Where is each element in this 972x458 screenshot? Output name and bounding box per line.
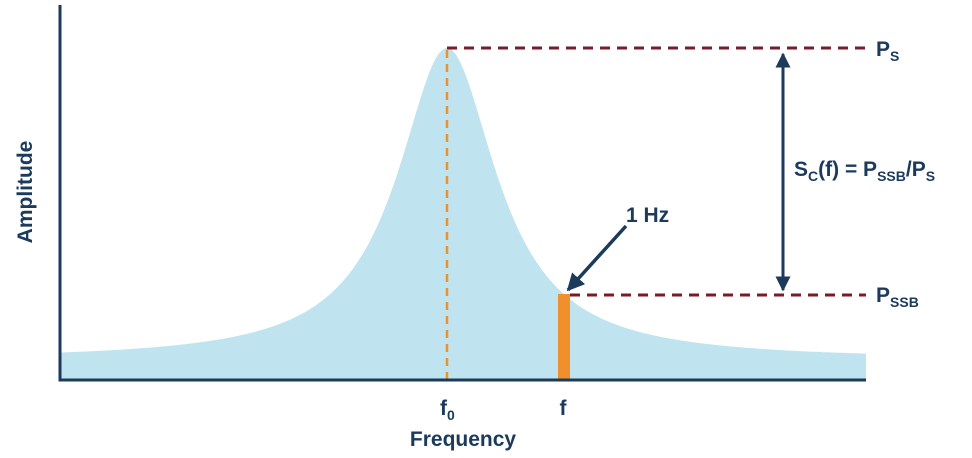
eq-sub: S <box>926 168 935 184</box>
pssb-label: PSSB <box>876 284 919 310</box>
x-axis-label: Frequency <box>410 428 517 451</box>
band-arrow <box>566 224 628 292</box>
bandwidth-label: 1 Hz <box>626 204 669 227</box>
ps-sub: S <box>890 48 899 64</box>
eq-sub: SSB <box>877 168 906 184</box>
spectrum-area <box>60 48 866 380</box>
eq-part: /P <box>906 158 926 181</box>
f0-sub: 0 <box>447 407 455 423</box>
f-label: f <box>560 397 568 420</box>
equation: SC(f) = PSSB/PS <box>794 158 935 184</box>
ps-main: P <box>876 38 890 61</box>
eq-part: (f) = P <box>818 158 877 181</box>
eq-part: S <box>794 158 808 181</box>
pssb-main: P <box>876 284 890 307</box>
y-axis-label: Amplitude <box>14 141 37 244</box>
ps-label: PS <box>876 38 899 64</box>
f0-label: f0 <box>440 397 455 423</box>
one-hz-band <box>558 294 570 380</box>
f0-main: f <box>440 397 448 420</box>
axes <box>58 5 866 382</box>
eq-sub: C <box>808 168 818 184</box>
pssb-sub: SSB <box>890 294 919 310</box>
